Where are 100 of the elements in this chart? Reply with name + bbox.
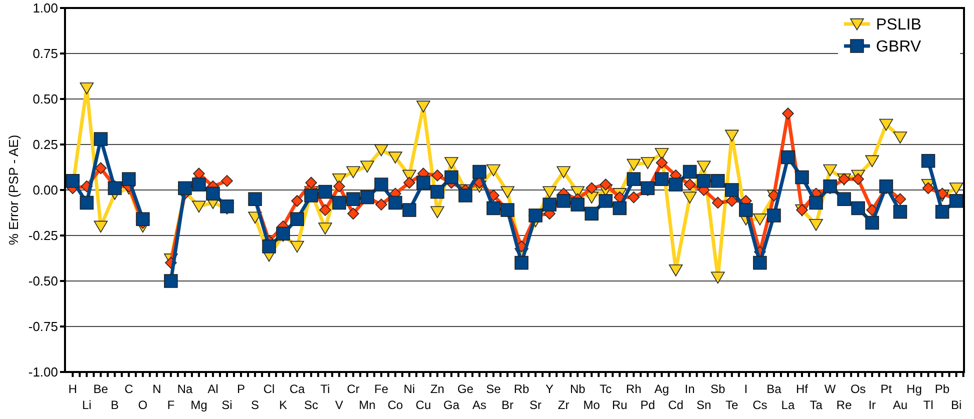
x-tick-label: K — [279, 398, 288, 412]
y-tick-label: 0.00 — [32, 182, 58, 198]
point — [852, 173, 864, 185]
x-tick-label: Sc — [304, 398, 318, 412]
x-tick-label: Cr — [346, 382, 360, 396]
x-tick-label: Rh — [626, 382, 642, 396]
y-tick-label: -0.25 — [28, 228, 58, 244]
point — [726, 195, 738, 207]
x-tick-label: Pb — [934, 382, 950, 396]
point — [80, 82, 94, 94]
x-tick-label: Ga — [443, 398, 460, 412]
point — [291, 195, 304, 207]
x-tick-label: O — [138, 398, 148, 412]
point — [374, 144, 388, 156]
legend-label: PSLIB — [876, 16, 922, 34]
y-axis-title: % Error (PSP - AE) — [6, 134, 21, 246]
x-tick-label: Mn — [358, 398, 376, 412]
point — [782, 108, 794, 120]
y-tick-label: 0.50 — [32, 92, 58, 107]
x-tick-label: Nb — [570, 382, 586, 396]
x-tick-label: Ge — [457, 382, 474, 396]
x-tick-label: Tc — [600, 382, 612, 396]
x-tick-label: Os — [850, 382, 866, 396]
x-tick-label: La — [781, 398, 795, 412]
x-tick-label: Al — [208, 382, 218, 396]
point — [416, 100, 430, 113]
point — [388, 152, 402, 164]
x-tick-label: Ni — [404, 382, 415, 396]
x-tick-label: N — [152, 382, 162, 396]
x-tick-label: Te — [726, 398, 739, 412]
x-tick-label: Se — [486, 382, 502, 396]
x-tick-label: Ca — [289, 382, 306, 396]
x-tick-label: In — [684, 382, 695, 396]
point — [628, 191, 640, 204]
point — [753, 214, 767, 226]
x-tick-label: Ir — [868, 398, 876, 412]
point — [556, 166, 570, 178]
point — [922, 182, 934, 194]
point — [430, 206, 444, 218]
x-tick-label: Bi — [950, 398, 962, 412]
point — [192, 200, 206, 213]
point — [346, 166, 360, 178]
x-tick-label: Re — [836, 398, 852, 412]
point — [712, 196, 724, 209]
point — [486, 164, 500, 176]
x-tick-label: Pd — [640, 398, 656, 412]
x-tick-label: B — [110, 398, 119, 412]
point — [710, 272, 725, 284]
x-tick-label: Mg — [190, 398, 208, 412]
x-tick-label: Ru — [612, 398, 628, 412]
x-tick-label: Cd — [668, 398, 684, 412]
point — [654, 148, 669, 160]
x-tick-label: Sb — [710, 382, 726, 396]
point — [431, 170, 444, 182]
x-tick-label: Ti — [320, 382, 330, 396]
x-tick-label: Cu — [416, 398, 432, 412]
x-tick-label: Tl — [923, 398, 934, 412]
x-tick-label: Au — [892, 398, 908, 412]
y-tick-label: -0.75 — [28, 319, 58, 334]
x-tick-label: Br — [501, 398, 514, 412]
point — [221, 175, 233, 187]
x-tick-label: W — [824, 382, 836, 396]
point — [375, 198, 388, 210]
point — [656, 156, 668, 169]
point — [94, 220, 108, 233]
y-tick-label: -0.50 — [28, 274, 58, 289]
point — [668, 264, 683, 276]
point — [586, 182, 598, 194]
x-tick-label: As — [472, 398, 486, 412]
point — [542, 186, 556, 198]
x-tick-label: V — [335, 398, 344, 412]
point — [500, 186, 514, 198]
x-tick-label: Y — [546, 382, 554, 396]
point — [696, 160, 711, 173]
x-tick-label: Cl — [263, 382, 275, 396]
x-tick-label: C — [124, 382, 134, 396]
point — [724, 130, 739, 142]
point — [600, 178, 612, 190]
x-tick-label: F — [167, 398, 175, 412]
point — [403, 176, 416, 189]
point — [684, 178, 696, 190]
x-tick-label: Fe — [374, 382, 389, 396]
point — [333, 180, 346, 192]
point — [347, 208, 360, 220]
x-tick-label: Sr — [530, 398, 542, 412]
point — [823, 164, 837, 176]
point — [318, 222, 332, 234]
x-tick-label: Pt — [880, 382, 892, 396]
x-tick-label: Rb — [514, 382, 530, 396]
y-tick-label: -1.00 — [28, 364, 58, 380]
x-tick-label: Li — [82, 398, 92, 412]
point — [319, 204, 332, 216]
point — [949, 182, 964, 194]
x-tick-label: P — [237, 382, 246, 396]
point — [94, 162, 107, 174]
point — [879, 118, 894, 131]
point — [682, 192, 697, 204]
x-tick-label: Cs — [752, 398, 768, 412]
x-tick-label: Co — [388, 398, 404, 412]
x-tick-label: Ba — [766, 382, 782, 396]
